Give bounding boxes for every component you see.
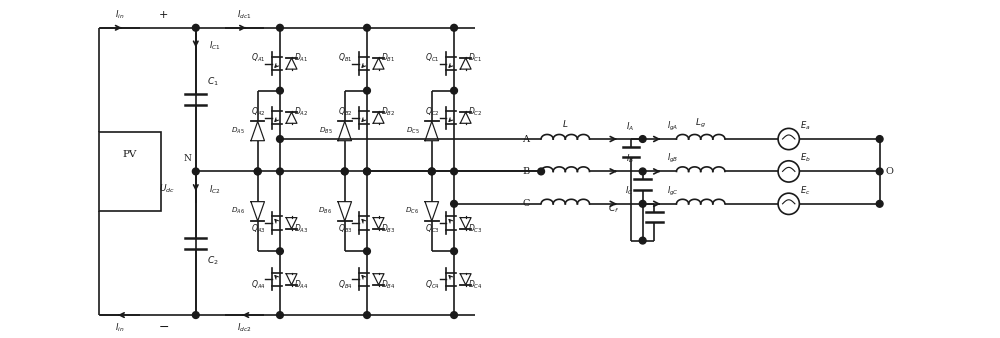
Circle shape [639,237,646,244]
Circle shape [364,168,370,175]
Text: $I_{in}$: $I_{in}$ [115,321,124,334]
Text: $Q_{C3}$: $Q_{C3}$ [425,223,440,235]
Text: $Q_{A1}$: $Q_{A1}$ [251,51,266,64]
Text: $D_{A1}$: $D_{A1}$ [294,51,308,64]
Text: $Q_{A2}$: $Q_{A2}$ [251,106,266,118]
Text: +: + [159,10,169,20]
Text: $D_{C6}$: $D_{C6}$ [405,206,419,216]
Circle shape [277,168,283,175]
Text: $Q_{C4}$: $Q_{C4}$ [425,279,440,291]
Text: C: C [522,199,530,208]
Circle shape [277,312,283,318]
Text: $D_{B3}$: $D_{B3}$ [381,223,396,235]
Text: $C_2$: $C_2$ [207,255,219,267]
Text: $I_{C}$: $I_{C}$ [625,185,634,197]
Text: O: O [885,167,893,176]
Text: $D_{B2}$: $D_{B2}$ [381,106,395,118]
Circle shape [341,168,348,175]
Text: $D_{A5}$: $D_{A5}$ [231,126,245,136]
Text: $C_f$: $C_f$ [608,202,619,215]
Circle shape [192,168,199,175]
Circle shape [364,248,370,255]
Circle shape [428,168,435,175]
Text: $U_{dc}$: $U_{dc}$ [159,183,175,195]
Text: $D_{A6}$: $D_{A6}$ [231,206,245,216]
Circle shape [364,24,370,31]
Text: $L_g$: $L_g$ [695,117,706,130]
Circle shape [451,87,457,94]
Text: $I_{B}$: $I_{B}$ [626,152,634,165]
Circle shape [254,168,261,175]
Text: $L$: $L$ [562,118,569,129]
Circle shape [451,168,457,175]
Text: $D_{C2}$: $D_{C2}$ [468,106,483,118]
Circle shape [451,248,457,255]
Circle shape [639,200,646,207]
Text: $Q_{C2}$: $Q_{C2}$ [425,106,440,118]
Text: $D_{C4}$: $D_{C4}$ [468,279,483,291]
Text: $I_{dc2}$: $I_{dc2}$ [237,321,251,334]
Text: $I_{C2}$: $I_{C2}$ [209,184,221,196]
Text: $Q_{B4}$: $Q_{B4}$ [338,279,353,291]
Text: A: A [523,135,530,144]
Circle shape [277,24,283,31]
Circle shape [451,24,457,31]
Circle shape [876,136,883,142]
Circle shape [341,168,348,175]
Text: $D_{A2}$: $D_{A2}$ [294,106,308,118]
Text: −: − [159,321,169,334]
Circle shape [428,168,435,175]
Circle shape [639,136,646,142]
Text: $I_{dc1}$: $I_{dc1}$ [237,9,251,21]
Circle shape [254,168,261,175]
Text: $D_{A4}$: $D_{A4}$ [294,279,309,291]
Text: $E_{c}$: $E_{c}$ [800,184,810,196]
Circle shape [538,168,544,175]
Text: $Q_{A3}$: $Q_{A3}$ [251,223,266,235]
Circle shape [277,87,283,94]
Text: $D_{B1}$: $D_{B1}$ [381,51,395,64]
Circle shape [364,168,370,175]
Circle shape [364,87,370,94]
Text: $D_{B4}$: $D_{B4}$ [381,279,396,291]
FancyBboxPatch shape [99,132,161,211]
Text: $D_{C3}$: $D_{C3}$ [468,223,483,235]
Circle shape [876,168,883,175]
Text: $I_{gA}$: $I_{gA}$ [667,120,679,133]
Circle shape [192,24,199,31]
Text: $D_{B6}$: $D_{B6}$ [318,206,332,216]
Text: N: N [183,154,191,163]
Text: $I_{gB}$: $I_{gB}$ [667,152,679,165]
Circle shape [451,312,457,318]
Text: PV: PV [123,149,137,159]
Circle shape [639,168,646,175]
Circle shape [876,200,883,207]
Text: $I_{gC}$: $I_{gC}$ [667,185,679,198]
Text: $D_{A3}$: $D_{A3}$ [294,223,308,235]
Text: $D_{C1}$: $D_{C1}$ [468,51,483,64]
Text: $Q_{B2}$: $Q_{B2}$ [338,106,353,118]
Text: $Q_{C1}$: $Q_{C1}$ [425,51,440,64]
Text: $I_{A}$: $I_{A}$ [626,120,634,133]
Text: $E_{b}$: $E_{b}$ [800,152,811,164]
Text: $Q_{A4}$: $Q_{A4}$ [251,279,266,291]
Text: $I_{in}$: $I_{in}$ [115,9,124,21]
Circle shape [192,312,199,318]
Circle shape [277,136,283,142]
Circle shape [451,200,457,207]
Text: B: B [522,167,530,176]
Text: $I_{C1}$: $I_{C1}$ [209,40,221,52]
Text: $E_{a}$: $E_{a}$ [800,119,810,132]
Circle shape [277,248,283,255]
Text: $D_{B5}$: $D_{B5}$ [319,126,332,136]
Text: $Q_{B1}$: $Q_{B1}$ [338,51,353,64]
Text: $D_{C5}$: $D_{C5}$ [406,126,419,136]
Text: $Q_{B3}$: $Q_{B3}$ [338,223,353,235]
Text: $C_1$: $C_1$ [207,76,219,89]
Circle shape [364,312,370,318]
